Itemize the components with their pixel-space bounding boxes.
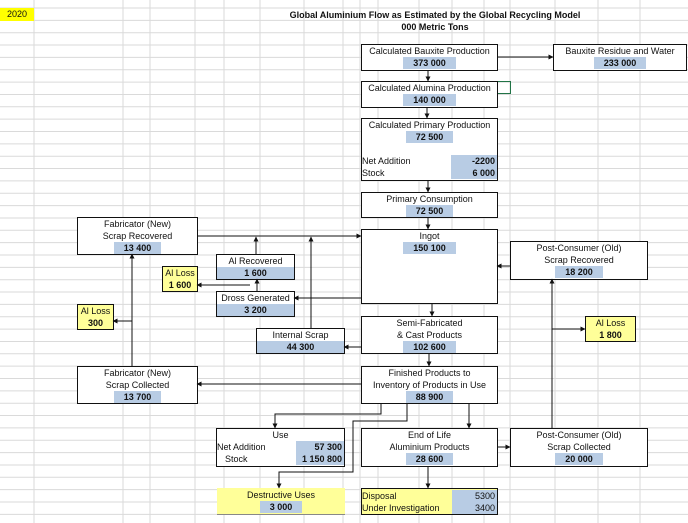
dross-generated-box: Dross Generated 3 200 bbox=[216, 291, 295, 317]
label: Destructive Uses bbox=[246, 490, 316, 500]
label: Inventory of Products in Use bbox=[372, 380, 487, 390]
value: 72 500 bbox=[405, 205, 454, 217]
value: 13 400 bbox=[113, 242, 162, 254]
under-investigation-value: 3400 bbox=[452, 502, 497, 514]
diagram-subtitle: 000 Metric Tons bbox=[401, 22, 469, 32]
label: Fabricator (New) bbox=[103, 219, 171, 229]
disposal-value: 5300 bbox=[452, 490, 497, 502]
label: Bauxite Residue and Water bbox=[565, 46, 675, 56]
ingot-box: Ingot 150 100 bbox=[361, 229, 498, 304]
al-recovered-box: Al Recovered 1 600 bbox=[216, 254, 295, 280]
value: 300 bbox=[87, 318, 104, 328]
stock-label: Stock bbox=[225, 454, 248, 464]
value: 1 600 bbox=[168, 280, 192, 290]
al-loss-fabricator-box: Al Loss 300 bbox=[77, 304, 114, 330]
label: Calculated Primary Production bbox=[368, 120, 491, 130]
label: Al Loss bbox=[165, 268, 195, 278]
label: Dross Generated bbox=[221, 293, 290, 303]
al-loss-old-scrap-box: Al Loss 1 800 bbox=[585, 316, 636, 342]
bauxite-production-box: Calculated Bauxite Production 373 000 bbox=[361, 44, 498, 71]
primary-consumption-box: Primary Consumption 72 500 bbox=[361, 192, 498, 218]
under-investigation-label: Under Investigation bbox=[362, 503, 440, 513]
use-box: Use Net Addition 57 300 Stock 1 150 800 bbox=[216, 428, 345, 467]
al-loss-dross-box: Al Loss 1 600 bbox=[162, 266, 198, 292]
alumina-production-box: Calculated Alumina Production 140 000 bbox=[361, 81, 498, 108]
value: 150 100 bbox=[403, 242, 456, 254]
semi-fabricated-box: Semi-Fabricated & Cast Products 102 600 bbox=[361, 316, 498, 354]
label: Calculated Alumina Production bbox=[368, 83, 491, 93]
value: 28 600 bbox=[405, 453, 454, 465]
fabricator-scrap-collected-box: Fabricator (New) Scrap Collected 13 700 bbox=[77, 366, 198, 404]
label: Al Recovered bbox=[228, 256, 283, 266]
value: 72 500 bbox=[405, 131, 454, 143]
destructive-uses-box: Destructive Uses 3 000 bbox=[217, 488, 345, 515]
label: Scrap Collected bbox=[105, 380, 170, 390]
stock-value: 1 150 800 bbox=[296, 453, 344, 465]
label: Scrap Recovered bbox=[102, 231, 173, 241]
value: 3 200 bbox=[217, 304, 294, 316]
stock-value: 6 000 bbox=[451, 167, 497, 179]
label: Scrap Collected bbox=[547, 442, 611, 452]
disposal-label: Disposal bbox=[362, 491, 397, 501]
value: 18 200 bbox=[555, 266, 603, 278]
net-addition-label: Net Addition bbox=[217, 442, 266, 452]
label: Post-Consumer (Old) bbox=[536, 243, 622, 253]
value: 13 700 bbox=[113, 391, 162, 403]
label: Finished Products to bbox=[388, 368, 471, 378]
label: Al Loss bbox=[80, 306, 111, 316]
stock-label: Stock bbox=[362, 168, 385, 178]
label: Use bbox=[272, 430, 289, 440]
old-scrap-recovered-box: Post-Consumer (Old) Scrap Recovered 18 200 bbox=[510, 241, 648, 280]
label: Scrap Recovered bbox=[544, 255, 614, 265]
label: Post-Consumer (Old) bbox=[536, 430, 622, 440]
old-scrap-collected-box: Post-Consumer (Old) Scrap Collected 20 000 bbox=[510, 428, 648, 467]
value: 88 900 bbox=[405, 391, 454, 403]
value: 1 600 bbox=[217, 267, 294, 279]
label: Semi-Fabricated bbox=[396, 318, 463, 328]
value: 1 800 bbox=[599, 330, 622, 340]
net-addition-label: Net Addition bbox=[362, 156, 411, 166]
net-addition-value: -2200 bbox=[451, 155, 497, 167]
value: 102 600 bbox=[403, 341, 456, 353]
value: 3 000 bbox=[259, 501, 303, 513]
year-cell[interactable]: 2020 bbox=[0, 8, 34, 21]
finished-products-box: Finished Products to Inventory of Product… bbox=[361, 366, 498, 404]
end-of-life-box: End of Life Aluminium Products 28 600 bbox=[361, 428, 498, 467]
disposal-box: Disposal 5300 Under Investigation 3400 bbox=[361, 488, 498, 515]
value: 233 000 bbox=[593, 57, 647, 69]
diagram-title: Global Aluminium Flow as Estimated by th… bbox=[289, 10, 581, 20]
primary-production-box: Calculated Primary Production 72 500 Net … bbox=[361, 118, 498, 181]
bauxite-residue-box: Bauxite Residue and Water 233 000 bbox=[553, 44, 687, 71]
cell-selection[interactable] bbox=[497, 81, 511, 94]
label: Calculated Bauxite Production bbox=[369, 46, 490, 56]
internal-scrap-box: Internal Scrap 44 300 bbox=[256, 328, 345, 354]
fabricator-scrap-recovered-box: Fabricator (New) Scrap Recovered 13 400 bbox=[77, 217, 198, 255]
value: 44 300 bbox=[257, 341, 344, 353]
label: Al Loss bbox=[595, 318, 626, 328]
label: & Cast Products bbox=[396, 330, 463, 340]
label: Fabricator (New) bbox=[103, 368, 171, 378]
value: 20 000 bbox=[555, 453, 603, 465]
label: Primary Consumption bbox=[386, 194, 473, 204]
label: Ingot bbox=[419, 231, 440, 241]
label: Aluminium Products bbox=[389, 442, 470, 452]
value: 373 000 bbox=[403, 57, 456, 69]
label: Internal Scrap bbox=[272, 330, 329, 340]
value: 140 000 bbox=[403, 94, 456, 106]
label: End of Life bbox=[407, 430, 452, 440]
net-addition-value: 57 300 bbox=[296, 441, 344, 453]
